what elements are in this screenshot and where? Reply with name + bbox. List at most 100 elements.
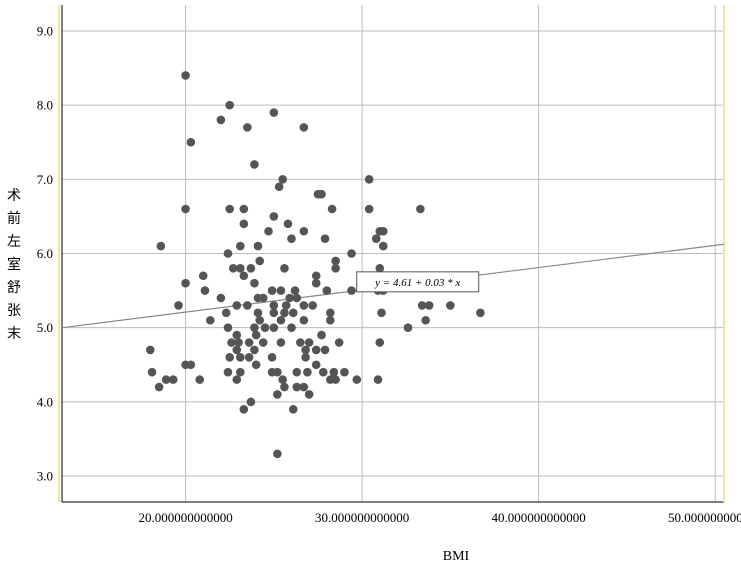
data-point — [299, 301, 309, 310]
y-tick-label: 7.0 — [37, 172, 53, 187]
data-point — [326, 308, 335, 318]
data-point — [232, 330, 242, 340]
data-point — [269, 301, 279, 310]
data-point — [251, 330, 261, 340]
data-point — [311, 278, 321, 288]
data-point — [267, 286, 277, 295]
data-point — [216, 115, 226, 125]
data-point — [280, 308, 289, 318]
data-point — [235, 241, 245, 251]
data-point — [216, 293, 226, 303]
data-point — [340, 367, 349, 377]
data-point — [276, 286, 286, 295]
data-point — [147, 367, 157, 377]
data-point — [156, 241, 166, 251]
data-point — [378, 226, 388, 236]
data-point — [378, 241, 388, 251]
data-point — [195, 375, 204, 384]
x-tick-labels: 20.000000000000 30.000000000000 40.0000000… — [138, 510, 741, 525]
data-point — [232, 301, 242, 310]
data-point — [244, 338, 254, 347]
data-point — [225, 353, 235, 362]
data-point — [235, 264, 245, 273]
data-point — [276, 315, 286, 325]
data-point — [246, 264, 256, 273]
data-point — [308, 301, 317, 310]
data-point — [303, 367, 312, 377]
data-point — [377, 308, 386, 318]
data-point — [375, 264, 385, 273]
data-point — [331, 264, 340, 273]
data-point — [327, 204, 337, 214]
data-point — [287, 234, 296, 243]
data-point — [258, 293, 268, 303]
data-point — [255, 315, 265, 325]
data-point — [253, 241, 263, 251]
data-point — [198, 271, 208, 281]
data-point — [267, 353, 277, 362]
data-point — [299, 382, 309, 392]
data-point — [255, 256, 265, 266]
data-point — [287, 323, 296, 332]
y-tick-label: 9.0 — [37, 23, 53, 38]
data-point — [322, 286, 332, 295]
y-axis-title-char: 左 — [7, 234, 21, 250]
data-point — [223, 323, 233, 332]
data-point — [276, 338, 286, 347]
x-tick-label: 50.000000000000 — [668, 510, 741, 525]
data-point — [235, 353, 245, 362]
data-point — [311, 271, 321, 281]
data-point — [174, 301, 183, 310]
y-axis-title-char: 术 — [7, 188, 21, 204]
y-axis-title-char: 前 — [7, 210, 21, 227]
data-point — [278, 175, 287, 184]
data-point — [181, 71, 190, 80]
data-point — [278, 375, 287, 384]
data-point — [250, 160, 259, 169]
data-point — [417, 301, 427, 310]
data-point — [200, 286, 210, 295]
data-point — [251, 360, 261, 370]
x-axis-title: BMI — [443, 549, 470, 564]
data-point — [317, 330, 326, 340]
fit-equation-box — [356, 271, 480, 293]
y-tick-label: 5.0 — [37, 320, 53, 335]
data-point — [285, 293, 295, 303]
x-tick-label: 20.000000000000 — [138, 510, 232, 525]
data-point — [243, 301, 252, 310]
data-point — [292, 367, 302, 377]
data-point — [269, 323, 279, 332]
data-point — [239, 204, 249, 214]
data-point — [301, 353, 310, 362]
data-point — [364, 175, 374, 184]
data-point — [317, 189, 326, 199]
data-point — [299, 315, 309, 325]
y-axis-title-char: 室 — [7, 256, 21, 273]
data-point — [186, 360, 196, 370]
data-point — [416, 204, 425, 214]
y-tick-label: 4.0 — [37, 394, 53, 409]
fit-equation: y = 4.61 + 0.03 * x — [356, 271, 480, 293]
data-point — [205, 315, 215, 325]
data-point — [274, 182, 284, 192]
data-point — [375, 338, 385, 347]
y-tick-label: 6.0 — [37, 246, 53, 261]
data-point — [269, 108, 279, 117]
data-point — [320, 345, 330, 355]
data-point — [223, 249, 233, 258]
data-point — [299, 226, 309, 236]
data-point — [347, 249, 356, 258]
data-point — [246, 397, 256, 407]
data-point — [269, 212, 279, 221]
data-point — [232, 345, 242, 355]
data-point — [225, 100, 235, 110]
data-point — [334, 338, 344, 347]
fit-equation-label: y = 4.61 + 0.03 * x — [374, 277, 460, 289]
data-point — [221, 308, 231, 318]
data-point — [239, 404, 249, 414]
data-point — [250, 345, 259, 355]
data-points — [145, 71, 485, 459]
data-point — [168, 375, 178, 384]
